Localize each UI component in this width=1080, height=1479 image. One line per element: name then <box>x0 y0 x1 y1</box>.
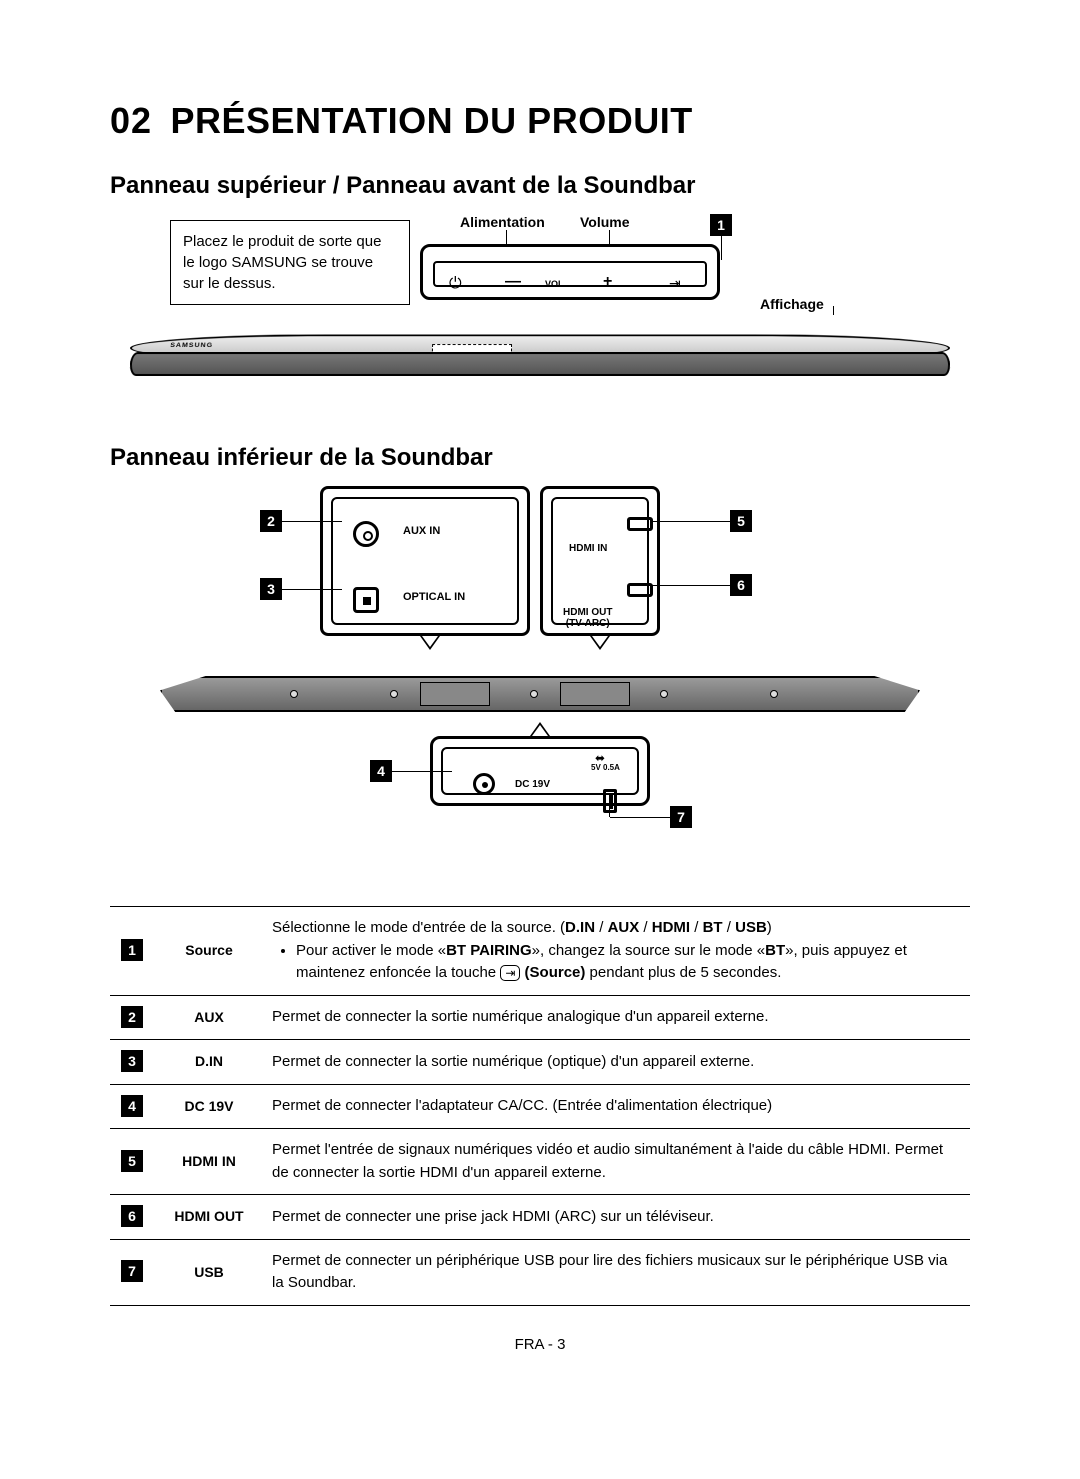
bottom-panel-diagram: AUX IN OPTICAL IN HDMI IN HDMI OUT(TV-AR… <box>160 486 920 886</box>
row-callout: 7 <box>110 1239 154 1305</box>
table-row: 3 D.IN Permet de connecter la sortie num… <box>110 1040 970 1085</box>
chapter-number: 02 <box>110 100 152 142</box>
volume-plus-icon: + <box>603 273 612 291</box>
control-panel: ⏻ — VOL. + ⇥ <box>420 244 720 300</box>
row-name: USB <box>154 1239 264 1305</box>
label-volume: Volume <box>580 214 630 230</box>
top-panel-diagram: Placez le produit de sorte que le logo S… <box>110 214 970 424</box>
callout-2: 2 <box>260 510 282 532</box>
row-desc: Permet l'entrée de signaux numériques vi… <box>264 1129 970 1195</box>
row-desc: Permet de connecter la sortie numérique … <box>264 1040 970 1085</box>
panel-inner: HDMI IN HDMI OUT(TV-ARC) <box>551 497 649 625</box>
rear-panel-right: HDMI IN HDMI OUT(TV-ARC) <box>540 486 660 636</box>
leader-line <box>833 306 834 315</box>
label-affichage: Affichage <box>760 296 824 312</box>
pointer-triangle <box>530 722 550 736</box>
soundbar-bottom-view <box>160 666 920 726</box>
row-name: HDMI IN <box>154 1129 264 1195</box>
screw-icon <box>660 690 668 698</box>
aux-jack-icon <box>353 521 379 547</box>
ports-table: 1 Source Sélectionne le mode d'entrée de… <box>110 906 970 1306</box>
row-callout: 2 <box>110 995 154 1040</box>
control-panel-inner <box>433 261 707 287</box>
row-callout: 6 <box>110 1195 154 1240</box>
row-callout: 3 <box>110 1040 154 1085</box>
leader-line <box>282 521 342 522</box>
section-title-top: Panneau supérieur / Panneau avant de la … <box>110 172 970 200</box>
panel-inner: AUX IN OPTICAL IN <box>331 497 519 625</box>
screw-icon <box>290 690 298 698</box>
chapter-header: 02 PRÉSENTATION DU PRODUIT <box>110 100 970 142</box>
table-row: 6 HDMI OUT Permet de connecter une prise… <box>110 1195 970 1240</box>
leader-line <box>282 589 342 590</box>
screw-icon <box>390 690 398 698</box>
pointer-triangle <box>590 636 610 650</box>
row-desc: Sélectionne le mode d'entrée de la sourc… <box>264 907 970 996</box>
leader-line <box>609 796 610 817</box>
row-desc: Permet de connecter un périphérique USB … <box>264 1239 970 1305</box>
row-name: DC 19V <box>154 1084 264 1129</box>
label-dc19v: DC 19V <box>515 779 550 790</box>
panel-inner: DC 19V ⬌ 5V 0.5A <box>441 747 639 795</box>
optical-jack-icon <box>353 587 379 613</box>
table-row: 2 AUX Permet de connecter la sortie numé… <box>110 995 970 1040</box>
screw-icon <box>530 690 538 698</box>
label-hdmi-in: HDMI IN <box>569 543 607 554</box>
leader-line <box>721 230 722 260</box>
label-aux-in: AUX IN <box>403 525 440 537</box>
table-row: 1 Source Sélectionne le mode d'entrée de… <box>110 907 970 996</box>
row-desc: Permet de connecter une prise jack HDMI … <box>264 1195 970 1240</box>
usb-port-icon <box>603 789 617 813</box>
row-name: HDMI OUT <box>154 1195 264 1240</box>
table-row: 7 USB Permet de connecter un périphériqu… <box>110 1239 970 1305</box>
leader-line <box>392 771 452 772</box>
leader-line <box>650 521 730 522</box>
rear-panel-left: AUX IN OPTICAL IN <box>320 486 530 636</box>
soundbar-top-view: SAMSUNG <box>130 334 950 384</box>
port-cover <box>420 682 490 706</box>
callout-6: 6 <box>730 574 752 596</box>
placement-note: Placez le produit de sorte que le logo S… <box>170 220 410 305</box>
port-cover <box>560 682 630 706</box>
callout-7: 7 <box>670 806 692 828</box>
label-alimentation: Alimentation <box>460 214 545 230</box>
hdmi-in-port-icon <box>627 517 653 531</box>
page-footer: FRA - 3 <box>110 1336 970 1353</box>
pointer-triangle <box>420 636 440 650</box>
dc-port-icon <box>473 773 495 795</box>
table-row: 5 HDMI IN Permet l'entrée de signaux num… <box>110 1129 970 1195</box>
power-icon: ⏻ <box>449 275 462 293</box>
rear-panel-bottom: DC 19V ⬌ 5V 0.5A <box>430 736 650 806</box>
volume-minus-icon: — <box>505 273 521 291</box>
source-button-icon: ⇥ <box>500 965 520 981</box>
vol-label: VOL. <box>545 279 566 289</box>
soundbar-underside <box>160 676 920 712</box>
callout-3: 3 <box>260 578 282 600</box>
row-name: AUX <box>154 995 264 1040</box>
callout-4: 4 <box>370 760 392 782</box>
row-callout: 5 <box>110 1129 154 1195</box>
row-desc: Permet de connecter l'adaptateur CA/CC. … <box>264 1084 970 1129</box>
label-hdmi-out: HDMI OUT(TV-ARC) <box>563 607 612 629</box>
source-pairing-note: Pour activer le mode «BT PAIRING», chang… <box>296 940 962 985</box>
source-icon: ⇥ <box>669 275 681 292</box>
leader-line <box>610 817 670 818</box>
table-row: 4 DC 19V Permet de connecter l'adaptateu… <box>110 1084 970 1129</box>
screw-icon <box>770 690 778 698</box>
section-title-bottom: Panneau inférieur de la Soundbar <box>110 444 970 472</box>
label-optical-in: OPTICAL IN <box>403 591 465 603</box>
row-name: Source <box>154 907 264 996</box>
row-callout: 1 <box>110 907 154 996</box>
row-desc: Permet de connecter la sortie numérique … <box>264 995 970 1040</box>
row-name: D.IN <box>154 1040 264 1085</box>
callout-5: 5 <box>730 510 752 532</box>
soundbar-front-edge <box>129 352 951 376</box>
chapter-title: PRÉSENTATION DU PRODUIT <box>171 100 693 141</box>
row-callout: 4 <box>110 1084 154 1129</box>
samsung-logo: SAMSUNG <box>170 342 213 348</box>
label-5v: 5V 0.5A <box>591 763 620 772</box>
leader-line <box>650 585 730 586</box>
